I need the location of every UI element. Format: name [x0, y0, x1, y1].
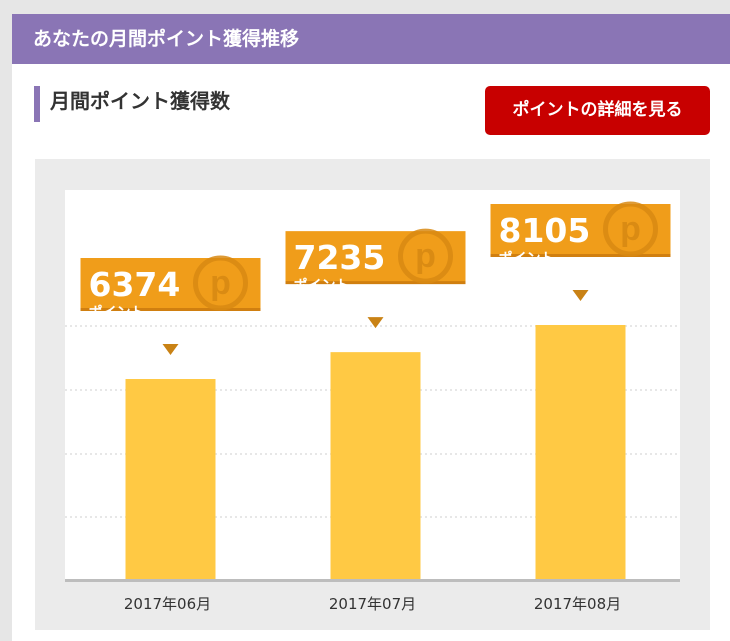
data-label-value: 7235 [294, 238, 386, 277]
bar [535, 325, 626, 579]
point-details-button[interactable]: ポイントの詳細を見る [485, 86, 710, 135]
data-label-unit: ポイント [294, 277, 350, 294]
x-tick-label: 2017年08月 [534, 595, 621, 613]
x-axis-line [65, 579, 680, 582]
data-label-shadow [285, 279, 466, 285]
section-title: 月間ポイント獲得数 [34, 86, 230, 122]
bar [125, 379, 216, 579]
p-coin-icon [193, 255, 248, 311]
data-label-badge [490, 204, 671, 254]
p-coin-icon [603, 201, 658, 257]
chart-area: p 6374 ポイント 2017年06月 p 7235 ポイント 2017年07月 p 8105 ポ… [35, 159, 710, 630]
p-coin-letter: p [620, 210, 641, 248]
data-label-unit: ポイント [499, 250, 555, 267]
data-label-badge [80, 258, 261, 308]
panel-header: あなたの月間ポイント獲得推移 [12, 14, 730, 64]
p-coin-icon [398, 228, 453, 284]
data-label-shadow [490, 252, 671, 257]
data-label-pointer [162, 344, 179, 355]
x-tick-label: 2017年06月 [124, 595, 211, 613]
x-tick-label: 2017年07月 [329, 595, 416, 613]
p-coin-letter: p [415, 237, 436, 275]
data-label-pointer [572, 290, 589, 301]
data-label-value: 8105 [499, 211, 591, 250]
data-label-unit: ポイント [89, 304, 145, 321]
data-label-value: 6374 [89, 265, 181, 304]
data-label-shadow [80, 306, 261, 311]
monthly-points-chart: p6374ポイント2017年06月p7235ポイント2017年07月p8105ポ… [65, 190, 680, 613]
points-panel: あなたの月間ポイント獲得推移 月間ポイント獲得数 ポイントの詳細を見る p 637… [12, 14, 730, 641]
p-coin-letter: p [210, 264, 231, 302]
data-label-pointer [367, 317, 384, 329]
bar [330, 352, 421, 579]
data-label-badge [285, 231, 466, 282]
